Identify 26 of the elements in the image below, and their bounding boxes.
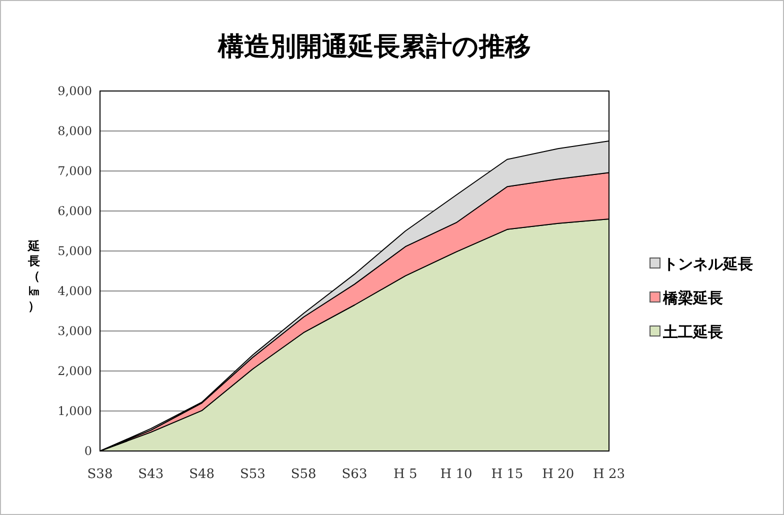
- y-tick-label: 6,000: [58, 204, 92, 218]
- y-tick-label: 4,000: [58, 284, 92, 298]
- y-tick-label: 2,000: [58, 364, 92, 378]
- x-tick-label: S43: [138, 467, 164, 482]
- y-tick-label: 7,000: [58, 164, 92, 178]
- y-tick-label: 0: [84, 444, 92, 458]
- y-tick-label: 8,000: [58, 124, 92, 138]
- legend-label: 橋梁延長: [662, 289, 723, 307]
- y-tick-label: 9,000: [58, 84, 92, 98]
- ylabel: 延長（㎞）: [28, 239, 40, 313]
- x-tick-label: H 20: [542, 467, 574, 482]
- x-tick-label: S38: [87, 467, 113, 482]
- y-tick-label: 5,000: [58, 244, 92, 258]
- x-tick-label: H 15: [491, 467, 524, 482]
- x-tick-label: H 5: [394, 467, 418, 482]
- x-tick-label: H 23: [592, 467, 626, 482]
- legend-label: 土工延長: [662, 323, 723, 341]
- x-tick-label: S53: [240, 467, 266, 482]
- x-tick-label: S63: [342, 467, 368, 482]
- x-tick-label: S48: [189, 467, 215, 482]
- x-tick-label: H 10: [440, 467, 472, 482]
- x-tick-label: S58: [290, 467, 316, 482]
- legend-label: トンネル延長: [663, 255, 753, 273]
- y-tick-label: 1,000: [58, 404, 92, 418]
- title: 構造別開通延長累計の推移: [218, 32, 531, 62]
- y-tick-label: 3,000: [58, 324, 92, 338]
